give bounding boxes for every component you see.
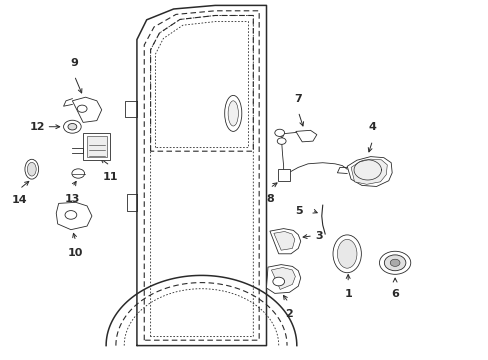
Text: 11: 11	[102, 172, 118, 182]
Text: 13: 13	[64, 194, 80, 204]
Ellipse shape	[337, 239, 356, 268]
Polygon shape	[271, 267, 295, 289]
FancyBboxPatch shape	[83, 133, 110, 160]
Text: 10: 10	[68, 248, 83, 258]
Circle shape	[274, 129, 284, 136]
FancyBboxPatch shape	[277, 169, 290, 181]
Text: 6: 6	[390, 289, 398, 299]
Ellipse shape	[227, 101, 238, 126]
Circle shape	[384, 255, 405, 271]
Text: 2: 2	[284, 309, 292, 319]
Polygon shape	[295, 130, 316, 142]
Polygon shape	[56, 202, 92, 230]
Polygon shape	[346, 157, 391, 186]
Text: 7: 7	[294, 94, 302, 104]
Ellipse shape	[224, 95, 241, 131]
Text: 12: 12	[30, 122, 45, 132]
Text: 14: 14	[12, 195, 27, 206]
Text: 3: 3	[315, 231, 323, 241]
Polygon shape	[273, 231, 294, 250]
Polygon shape	[266, 265, 300, 293]
Polygon shape	[72, 97, 102, 122]
Circle shape	[63, 120, 81, 133]
Text: 9: 9	[70, 58, 78, 68]
Polygon shape	[269, 229, 300, 254]
Circle shape	[272, 277, 284, 286]
Text: 1: 1	[344, 289, 351, 299]
Text: 8: 8	[265, 194, 273, 204]
Circle shape	[65, 211, 77, 219]
FancyBboxPatch shape	[87, 136, 106, 157]
Text: 5: 5	[295, 206, 303, 216]
Circle shape	[379, 251, 410, 274]
Circle shape	[389, 259, 399, 266]
Circle shape	[72, 169, 84, 178]
Polygon shape	[350, 159, 386, 184]
Circle shape	[277, 138, 285, 144]
Circle shape	[68, 123, 77, 130]
Text: 4: 4	[368, 122, 376, 132]
Ellipse shape	[25, 159, 39, 179]
Circle shape	[77, 105, 87, 112]
Ellipse shape	[27, 162, 36, 176]
Ellipse shape	[332, 235, 361, 273]
